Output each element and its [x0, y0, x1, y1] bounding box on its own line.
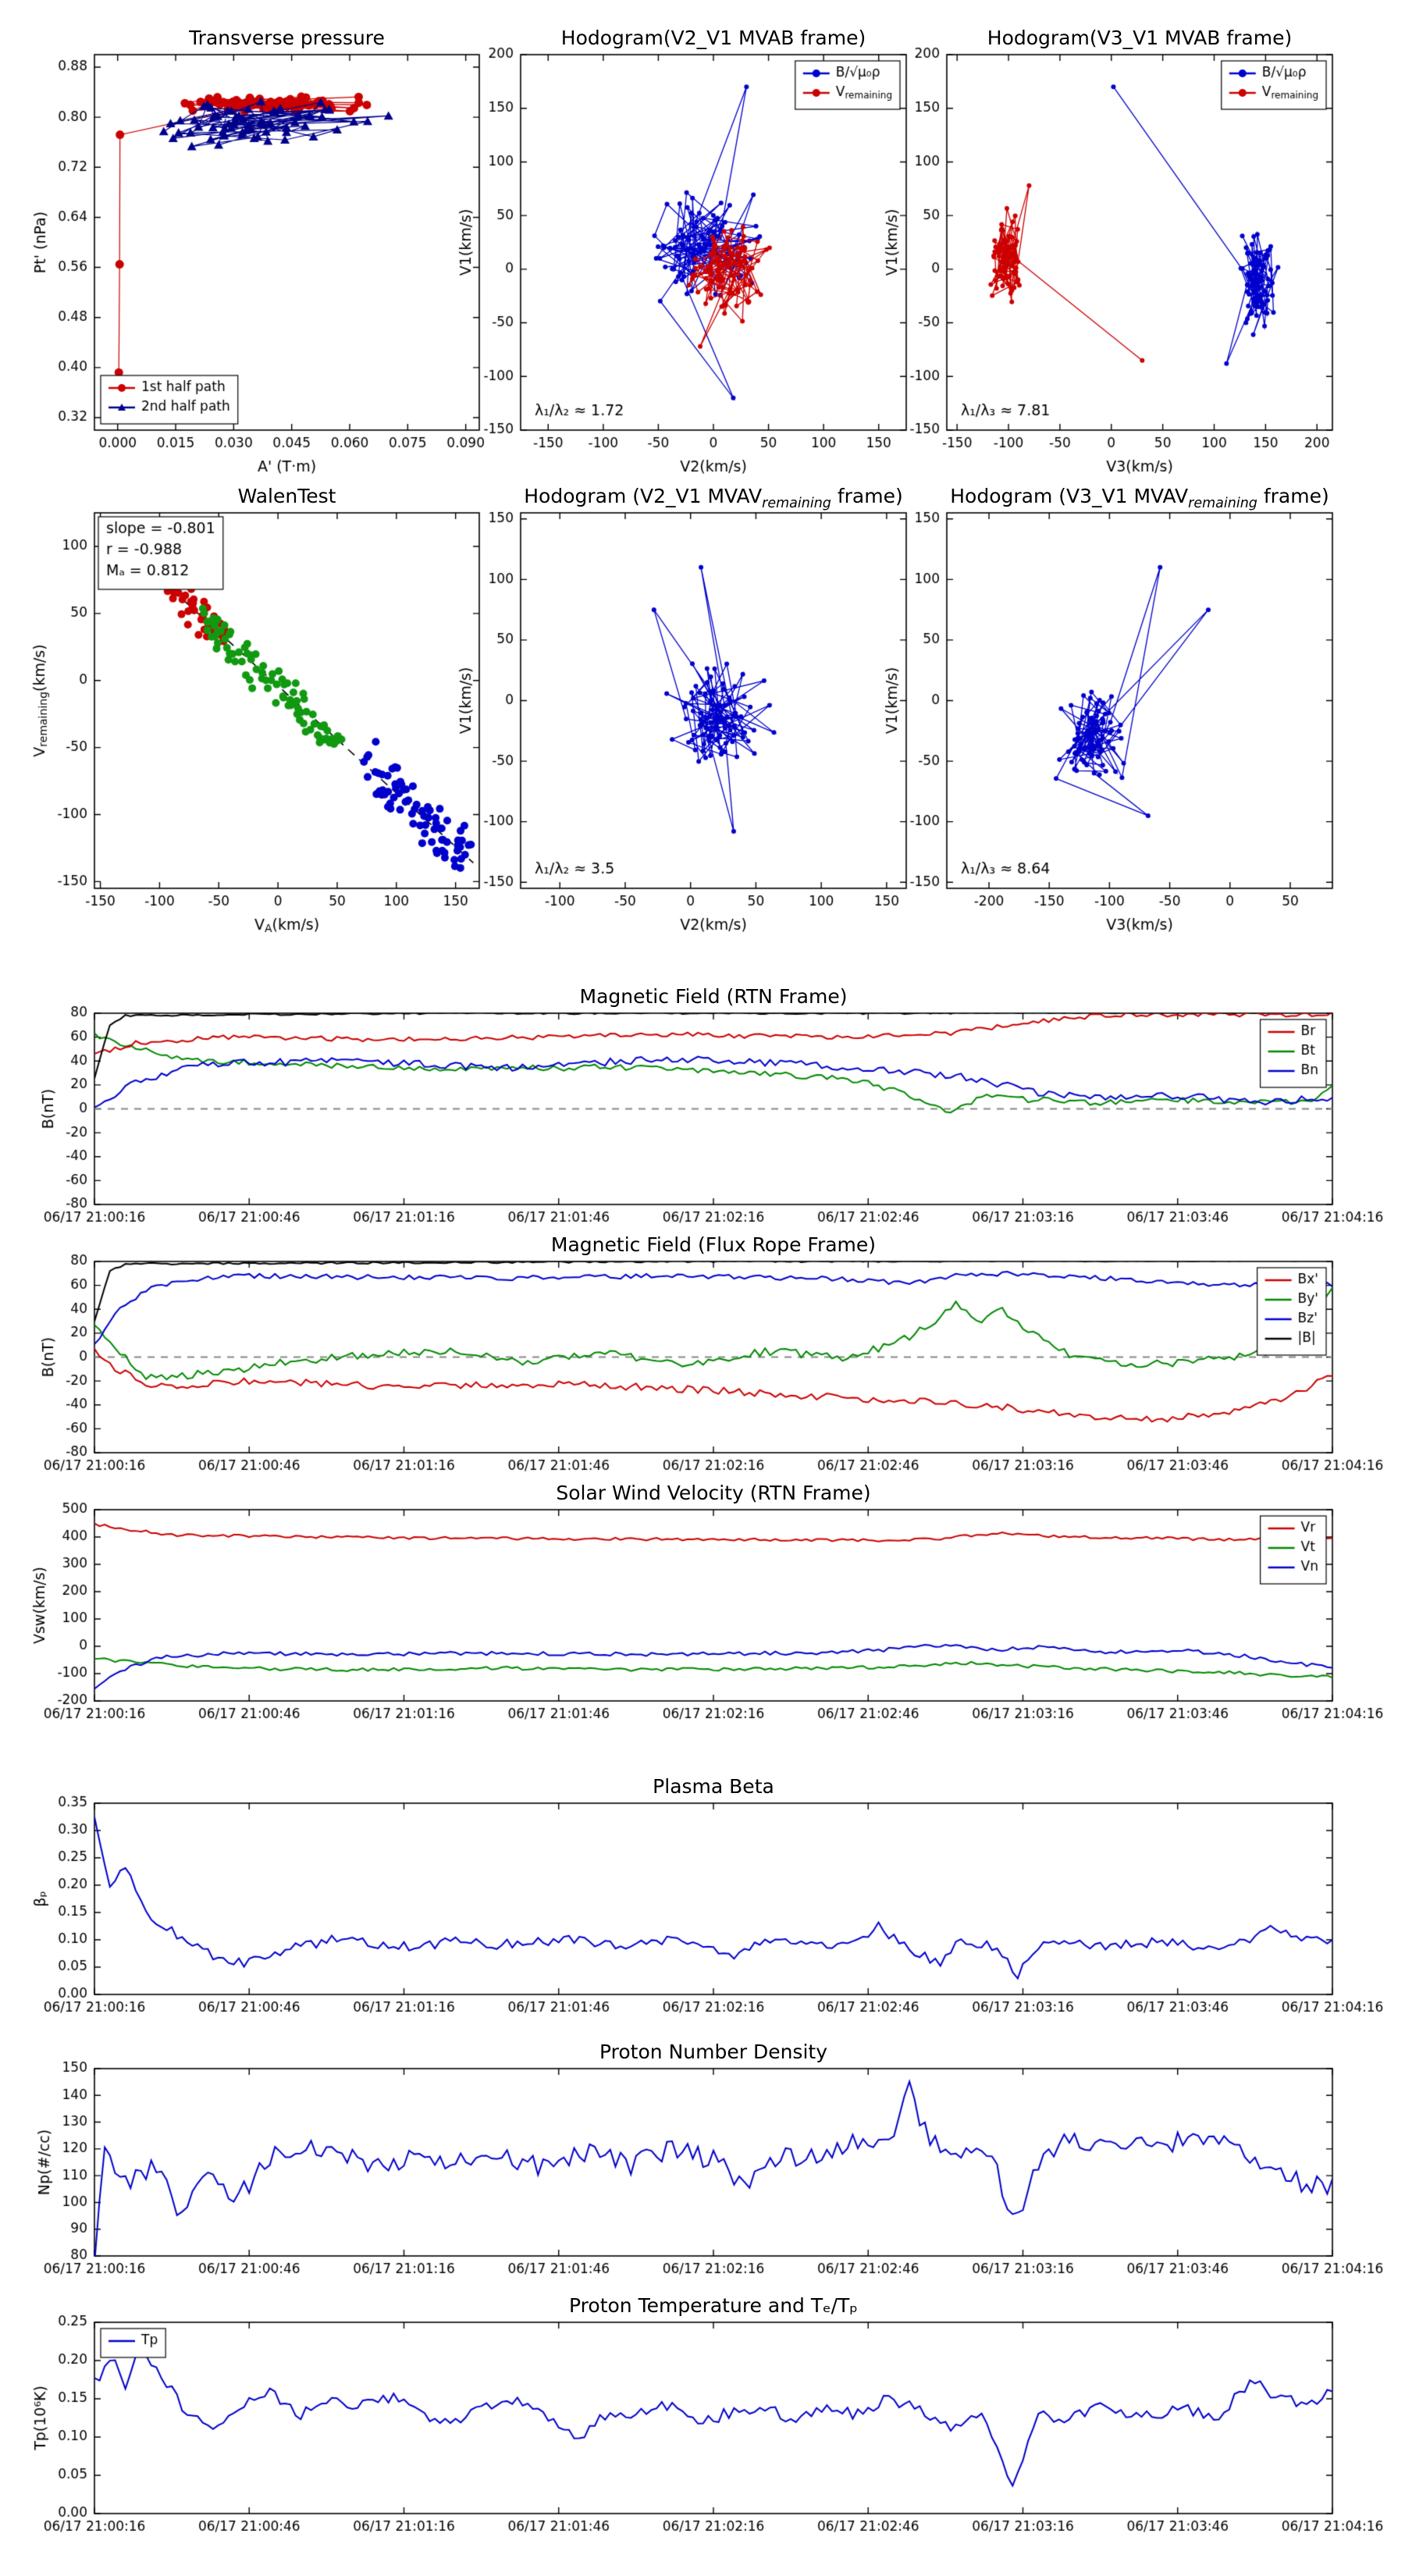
- title-proton-density: Proton Number Density: [599, 2041, 827, 2063]
- title-vsw-rtn: Solar Wind Velocity (RTN Frame): [556, 1482, 871, 1504]
- title-plasma-beta: Plasma Beta: [653, 1775, 774, 1798]
- title-hodogram-v3v1-mvav: Hodogram (V3_V1 MVAVremaining frame): [950, 485, 1329, 511]
- title-hodogram-v3v1-mvab: Hodogram(V3_V1 MVAB frame): [987, 27, 1293, 49]
- title-hodogram-v2v1-mvab: Hodogram(V2_V1 MVAB frame): [560, 27, 866, 49]
- title-mag-flux-rope: Magnetic Field (Flux Rope Frame): [550, 1233, 877, 1256]
- title-proton-temperature: Proton Temperature and Tₑ/Tₚ: [569, 2294, 858, 2317]
- title-hodogram-v2v1-mvav: Hodogram (V2_V1 MVAVremaining frame): [524, 485, 903, 511]
- title-mag-rtn: Magnetic Field (RTN Frame): [579, 985, 848, 1008]
- title-transverse-pressure: Transverse pressure: [189, 27, 385, 49]
- title-walen-test: WalenTest: [237, 485, 336, 507]
